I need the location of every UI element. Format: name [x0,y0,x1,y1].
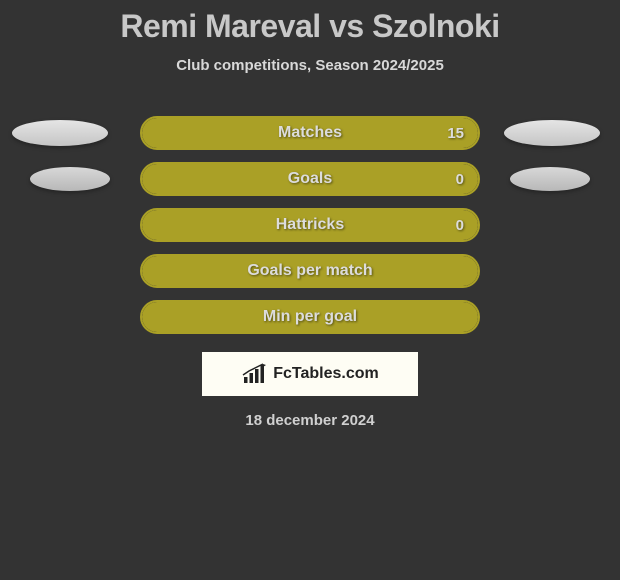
bar: Hattricks 0 [140,208,480,242]
bar-label: Matches [278,124,342,142]
subtitle: Club competitions, Season 2024/2025 [0,57,620,74]
bar-value: 0 [456,171,464,188]
logo-text: FcTables.com [273,365,379,383]
chart-row: Goals 0 [0,156,620,202]
page-title: Remi Mareval vs Szolnoki [0,0,620,45]
bar-label: Min per goal [263,308,357,326]
chart-row: Goals per match [0,248,620,294]
chart-area: Matches 15 Goals 0 Hattricks 0 Goals per match… [0,110,620,340]
bar: Goals per match [140,254,480,288]
ellipse-right [504,120,600,146]
bar-value: 15 [447,125,464,142]
bar-label: Goals per match [247,262,372,280]
chart-row: Matches 15 [0,110,620,156]
bar: Min per goal [140,300,480,334]
bar: Matches 15 [140,116,480,150]
ellipse-left [12,120,108,146]
date-text: 18 december 2024 [0,412,620,429]
ellipse-right-small [510,167,590,191]
logo-box: FcTables.com [202,352,418,396]
ellipse-left-small [30,167,110,191]
bar-label: Hattricks [276,216,344,234]
chart-row: Hattricks 0 [0,202,620,248]
bar: Goals 0 [140,162,480,196]
bar-value: 0 [456,217,464,234]
logo-chart-icon [241,363,267,385]
bar-label: Goals [288,170,332,188]
chart-row: Min per goal [0,294,620,340]
